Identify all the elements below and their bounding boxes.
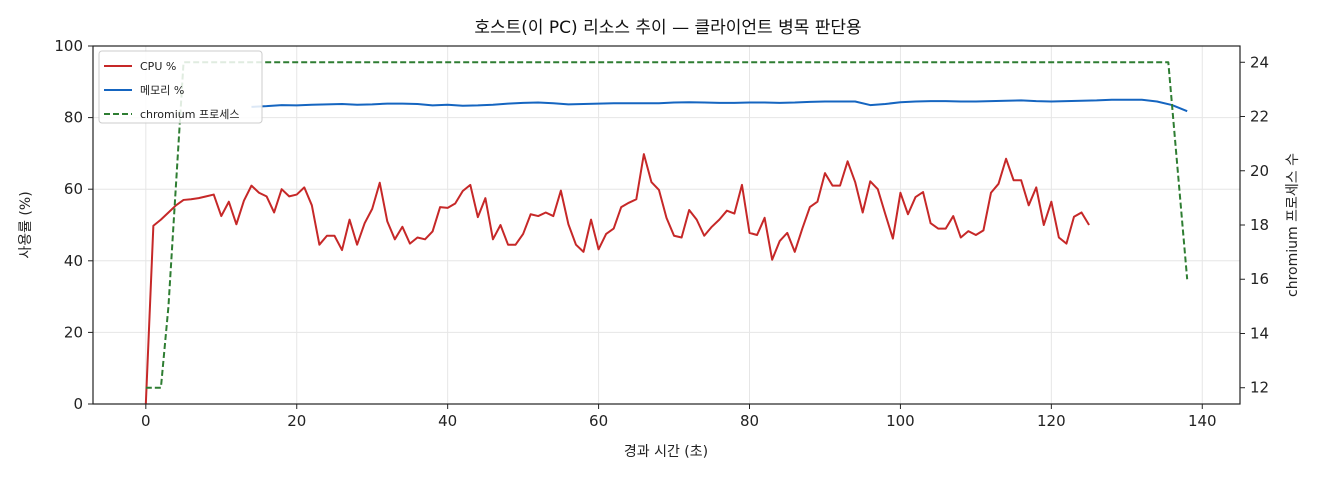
y2-tick-label: 18 xyxy=(1250,216,1269,234)
chart-title: 호스트(이 PC) 리소스 추이 — 클라이언트 병목 판단용 xyxy=(474,18,861,38)
y-tick-label: 60 xyxy=(64,180,83,198)
y-tick-label: 80 xyxy=(64,109,83,127)
series-line-cpu xyxy=(144,153,1090,405)
y-tick-label: 40 xyxy=(64,252,83,270)
y2-tick-label: 14 xyxy=(1250,324,1269,342)
legend-box xyxy=(98,50,263,124)
y2-tick-label: 12 xyxy=(1250,379,1269,397)
legend: CPU % 메모리 % chromium 프로세스 xyxy=(98,50,263,124)
x-tick-label: 120 xyxy=(1037,412,1066,430)
legend-items: CPU % 메모리 % chromium 프로세스 xyxy=(104,60,239,121)
x-tick-label: 20 xyxy=(287,412,306,430)
series-line-chromium xyxy=(145,61,1189,389)
legend-label-memory: 메모리 % xyxy=(140,84,184,97)
series-line-memory xyxy=(251,98,1188,113)
y-tick-label: 0 xyxy=(73,395,83,413)
x-axis-label: 경과 시간 (초) xyxy=(624,444,708,460)
y2-tick-label: 24 xyxy=(1250,53,1269,71)
y-tick-label: 100 xyxy=(54,37,83,55)
y2-tick-label: 22 xyxy=(1250,108,1269,126)
legend-label-chromium: chromium 프로세스 xyxy=(140,108,239,121)
y-axis-label: 사용률 (%) xyxy=(18,191,34,258)
x-tick-label: 40 xyxy=(438,412,457,430)
y2-tick-label: 16 xyxy=(1250,270,1269,288)
legend-label-cpu: CPU % xyxy=(140,60,176,73)
x-tick-label: 60 xyxy=(589,412,608,430)
series-layer xyxy=(144,61,1189,405)
x-tick-label: 140 xyxy=(1188,412,1217,430)
x-tick-label: 0 xyxy=(141,412,151,430)
x-tick-label: 100 xyxy=(886,412,915,430)
y-tick-label: 20 xyxy=(64,323,83,341)
y2-axis-label: chromium 프로세스 수 xyxy=(1285,153,1301,297)
ticks-layer: 0 20 40 60 80 100 120 140 0 20 40 60 80 100 12 14 16 18 20… xyxy=(54,37,1269,430)
y2-tick-label: 20 xyxy=(1250,162,1269,180)
x-tick-label: 80 xyxy=(740,412,759,430)
